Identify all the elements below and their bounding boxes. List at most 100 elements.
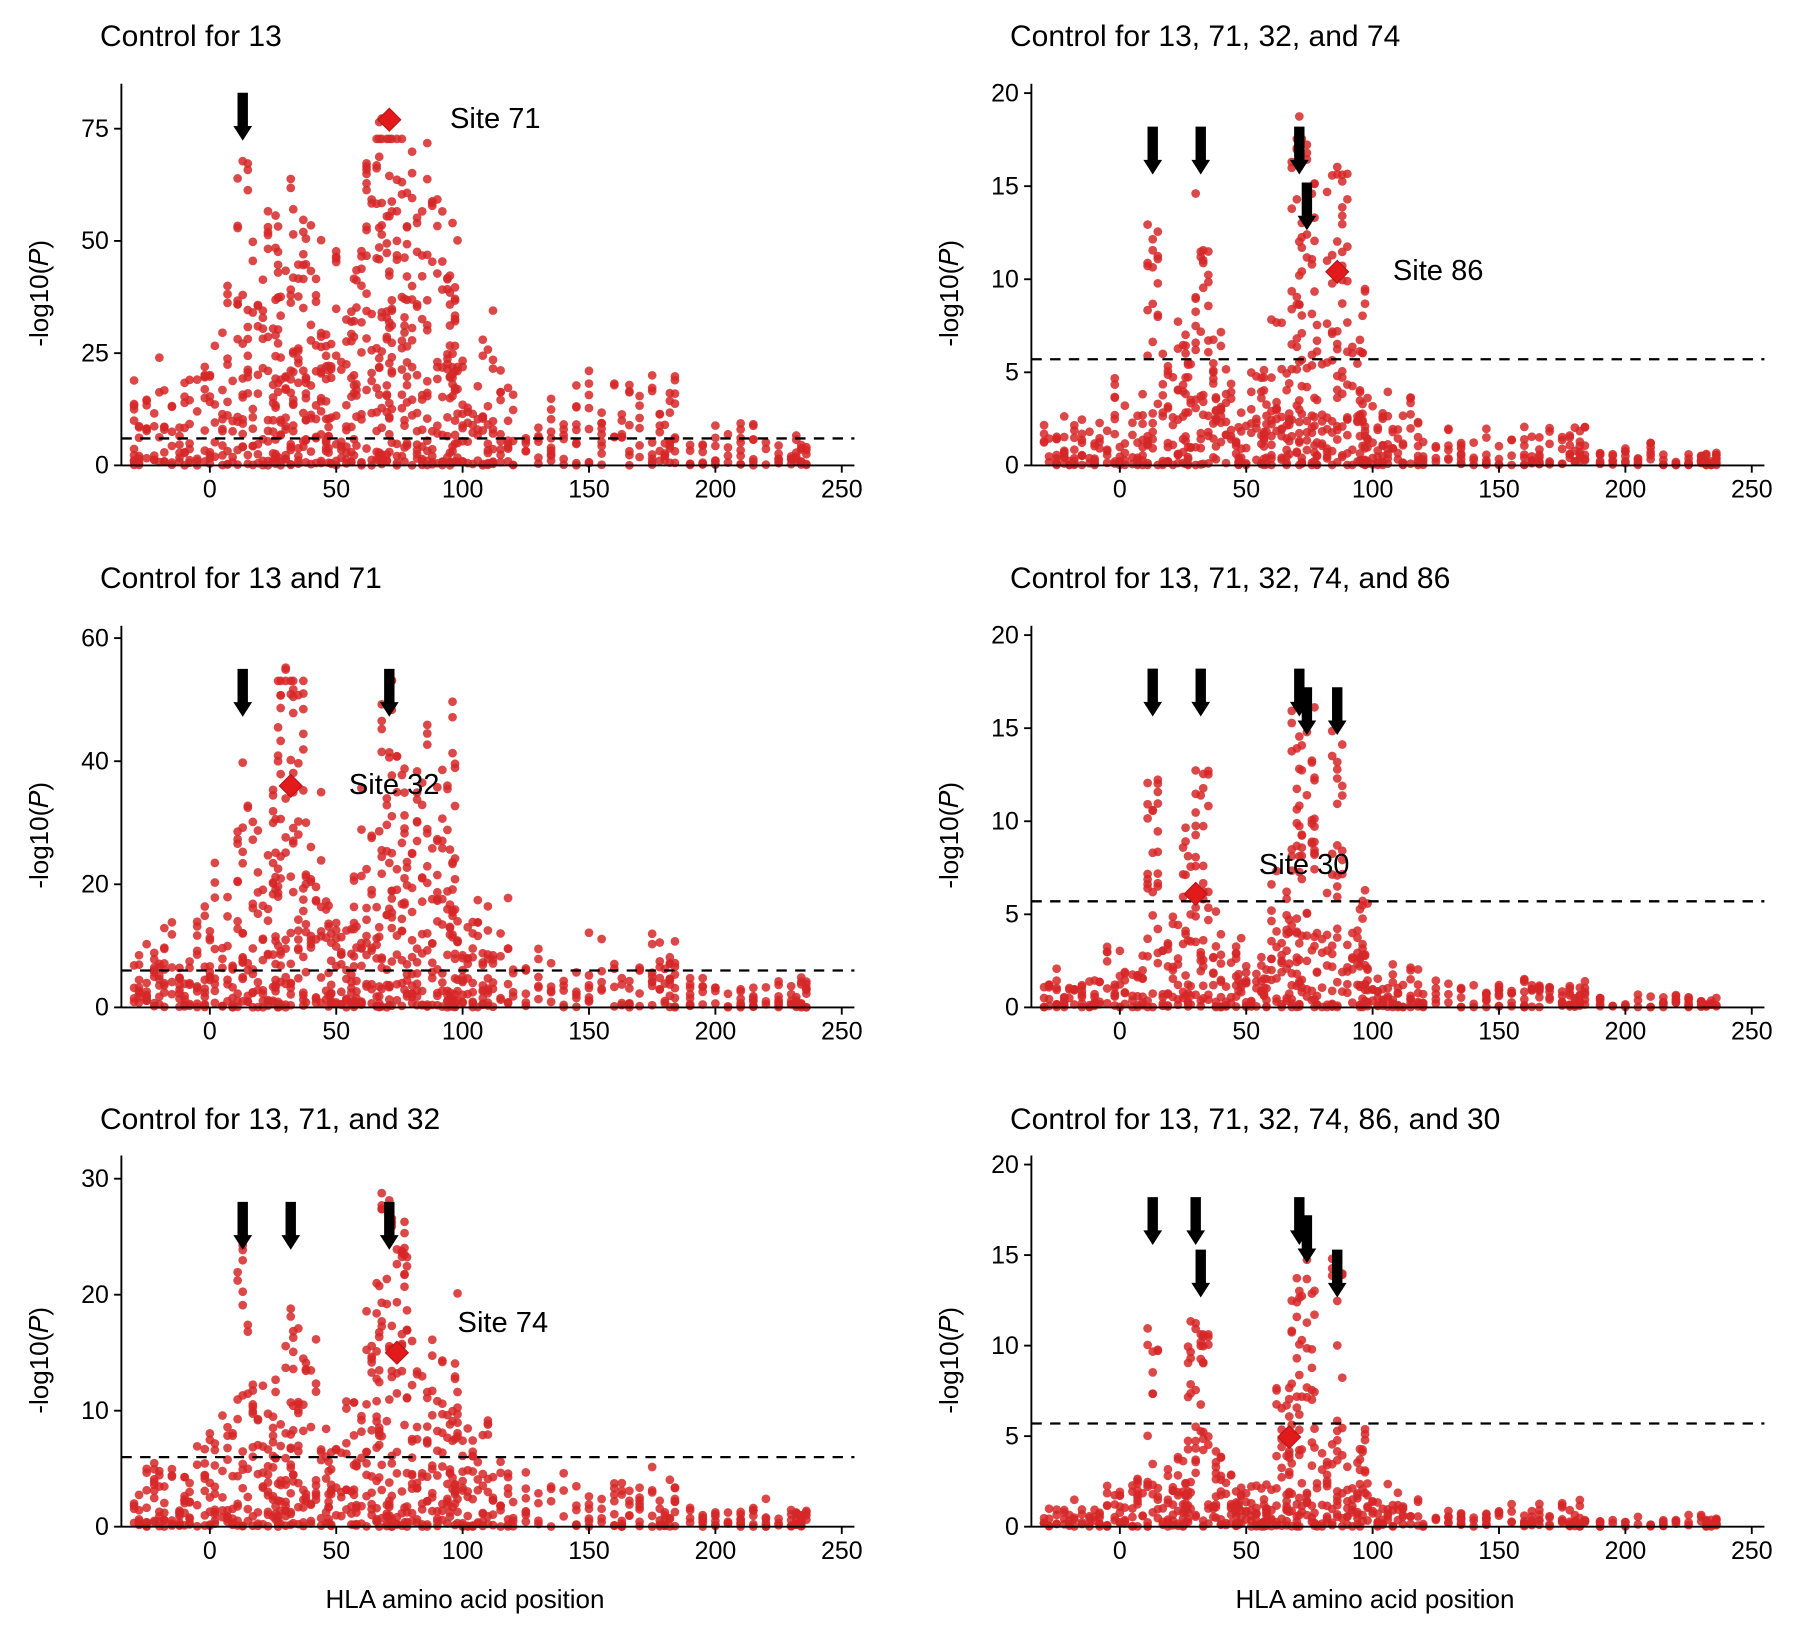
data-point	[451, 294, 460, 303]
data-point	[1399, 980, 1408, 989]
data-point	[299, 1401, 308, 1410]
data-point	[243, 801, 252, 810]
data-point	[774, 997, 783, 1006]
data-point	[387, 1492, 396, 1501]
data-point	[350, 371, 359, 380]
data-point	[1303, 446, 1312, 455]
data-point	[1469, 981, 1478, 990]
data-point	[223, 912, 232, 921]
data-point	[324, 1457, 333, 1466]
data-point	[1333, 340, 1342, 349]
data-point	[1495, 442, 1504, 451]
data-point	[1078, 1518, 1087, 1527]
data-point	[286, 990, 295, 999]
data-point	[294, 830, 303, 839]
data-point	[572, 381, 581, 390]
data-point	[243, 1505, 252, 1514]
data-point	[1272, 1502, 1281, 1511]
data-point	[1174, 954, 1183, 963]
data-point	[463, 1512, 472, 1521]
data-point	[1373, 426, 1382, 435]
data-point	[377, 724, 386, 733]
data-point	[635, 392, 644, 401]
data-point	[1313, 968, 1322, 977]
data-point	[1308, 1396, 1317, 1405]
data-point	[665, 1476, 674, 1485]
data-point	[1308, 361, 1317, 370]
data-point	[254, 1415, 263, 1424]
data-point	[299, 906, 308, 915]
data-point	[428, 844, 437, 853]
data-point	[357, 1428, 366, 1437]
y-tick-label: 15	[991, 1242, 1019, 1270]
data-point	[155, 1471, 164, 1480]
data-point	[438, 207, 447, 216]
data-point	[200, 1459, 209, 1468]
data-point	[403, 1326, 412, 1335]
x-tick-label: 200	[1605, 1017, 1647, 1045]
data-point	[1333, 1297, 1342, 1306]
data-point	[648, 929, 657, 938]
data-point	[312, 274, 321, 283]
data-point	[1164, 404, 1173, 413]
data-point	[509, 1498, 518, 1507]
data-point	[635, 1001, 644, 1010]
data-point	[1646, 455, 1655, 464]
data-point	[597, 934, 606, 943]
data-point	[802, 1509, 811, 1518]
data-point	[423, 175, 432, 184]
data-point	[724, 1002, 733, 1011]
data-point	[218, 954, 227, 963]
data-point	[1070, 426, 1079, 435]
data-point	[1148, 989, 1157, 998]
data-point	[276, 874, 285, 883]
data-point	[443, 784, 452, 793]
data-point	[671, 399, 680, 408]
data-point	[1308, 260, 1317, 269]
data-point	[1164, 1001, 1173, 1010]
data-point	[1596, 449, 1605, 458]
data-point	[572, 987, 581, 996]
data-point	[269, 427, 278, 436]
data-point	[387, 306, 396, 315]
y-tick-label: 50	[81, 227, 109, 255]
data-point	[357, 415, 366, 424]
data-points	[130, 1189, 811, 1531]
data-point	[357, 961, 366, 970]
data-point	[393, 255, 402, 264]
data-point	[534, 972, 543, 981]
data-point	[264, 1470, 273, 1479]
data-point	[1212, 1463, 1221, 1472]
data-point	[393, 1260, 402, 1269]
data-point	[387, 811, 396, 820]
data-point	[254, 909, 263, 918]
control-arrows	[1143, 668, 1346, 734]
data-point	[1153, 779, 1162, 788]
control-arrows	[233, 93, 252, 141]
data-point	[243, 389, 252, 398]
data-point	[400, 253, 409, 262]
data-point	[438, 257, 447, 266]
site-label: Site 32	[349, 769, 440, 801]
plot-wrap: -log10(𝑃)Site 320204060050100150200250	[20, 598, 870, 1074]
data-point	[451, 874, 460, 883]
x-tick-label: 150	[1478, 1017, 1520, 1045]
data-point	[286, 460, 295, 469]
data-point	[736, 987, 745, 996]
data-point	[547, 958, 556, 967]
data-point	[1313, 1479, 1322, 1488]
data-point	[1712, 1515, 1721, 1524]
data-point	[597, 442, 606, 451]
x-tick-label: 100	[442, 476, 484, 504]
data-point	[398, 1367, 407, 1376]
data-point	[238, 291, 247, 300]
data-point	[408, 282, 417, 291]
data-points	[1040, 693, 1721, 1011]
data-point	[352, 380, 361, 389]
panel-title: Control for 13, 71, and 32	[100, 1103, 870, 1137]
data-point	[1181, 823, 1190, 832]
data-point	[585, 928, 594, 937]
data-point	[1358, 311, 1367, 320]
data-point	[453, 937, 462, 946]
data-point	[1267, 880, 1276, 889]
